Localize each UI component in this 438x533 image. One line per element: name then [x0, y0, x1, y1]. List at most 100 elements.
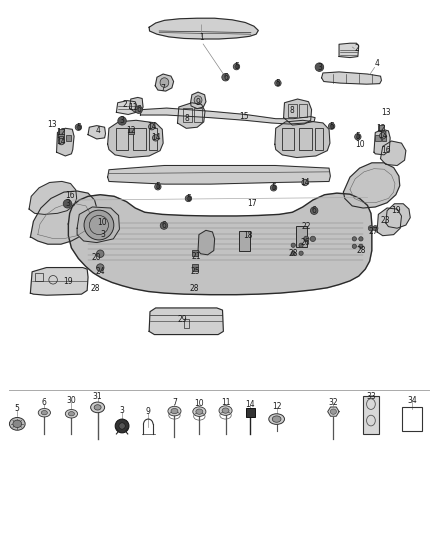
Circle shape — [359, 244, 363, 248]
Text: 6: 6 — [42, 398, 47, 407]
Text: 28: 28 — [91, 284, 100, 293]
Ellipse shape — [219, 406, 232, 415]
Text: 23: 23 — [381, 216, 391, 225]
Text: 28: 28 — [189, 284, 199, 293]
Text: 14: 14 — [300, 178, 310, 187]
Ellipse shape — [13, 420, 21, 427]
Ellipse shape — [194, 96, 202, 104]
Circle shape — [328, 123, 335, 130]
Circle shape — [276, 82, 279, 85]
Polygon shape — [191, 92, 206, 109]
Polygon shape — [29, 181, 77, 214]
Polygon shape — [68, 193, 372, 295]
Circle shape — [373, 225, 378, 231]
Text: 14: 14 — [57, 137, 66, 146]
Text: 3: 3 — [65, 199, 70, 208]
Bar — [402, 407, 422, 431]
Text: 14: 14 — [151, 133, 160, 142]
Polygon shape — [343, 163, 400, 208]
Bar — [128, 128, 134, 134]
Circle shape — [368, 225, 374, 231]
Bar — [192, 250, 198, 256]
Circle shape — [160, 222, 168, 229]
Circle shape — [299, 243, 303, 247]
Circle shape — [77, 126, 80, 129]
Ellipse shape — [272, 416, 281, 422]
Bar — [299, 128, 311, 150]
Text: 28: 28 — [356, 246, 366, 255]
Text: 5: 5 — [234, 62, 239, 71]
Circle shape — [272, 186, 275, 189]
Text: 5: 5 — [155, 182, 160, 191]
Circle shape — [63, 199, 72, 208]
Circle shape — [235, 65, 238, 68]
Ellipse shape — [269, 414, 285, 424]
Circle shape — [96, 264, 104, 271]
Bar — [149, 128, 156, 150]
Ellipse shape — [222, 408, 229, 413]
Text: 5: 5 — [276, 78, 280, 87]
Circle shape — [148, 124, 155, 130]
Bar — [382, 135, 386, 141]
Circle shape — [359, 237, 363, 241]
Text: 19: 19 — [391, 206, 401, 215]
Bar — [183, 108, 192, 122]
Text: 5: 5 — [15, 405, 20, 414]
Circle shape — [96, 250, 104, 257]
Circle shape — [302, 179, 308, 185]
Ellipse shape — [168, 406, 181, 416]
Circle shape — [311, 207, 318, 214]
Polygon shape — [141, 108, 315, 124]
Text: 12: 12 — [272, 402, 281, 411]
Text: 5: 5 — [186, 194, 191, 203]
Polygon shape — [130, 98, 143, 112]
Text: 34: 34 — [407, 396, 417, 405]
Text: 12: 12 — [377, 124, 386, 133]
Text: 18: 18 — [243, 231, 253, 240]
Ellipse shape — [10, 417, 25, 430]
Bar — [239, 231, 250, 251]
Ellipse shape — [171, 408, 178, 414]
Text: 13: 13 — [47, 119, 57, 128]
Circle shape — [299, 251, 303, 255]
Polygon shape — [30, 268, 88, 295]
Circle shape — [380, 133, 386, 139]
Text: 6: 6 — [136, 105, 141, 114]
Circle shape — [291, 243, 295, 247]
Bar — [282, 128, 294, 150]
Circle shape — [304, 236, 309, 241]
Text: 9: 9 — [196, 98, 201, 107]
Text: 26: 26 — [300, 238, 310, 247]
Text: 5: 5 — [329, 122, 334, 131]
Circle shape — [152, 135, 159, 141]
Text: 9: 9 — [146, 407, 151, 416]
Bar — [299, 104, 307, 117]
Text: 31: 31 — [93, 392, 102, 401]
Text: 15: 15 — [240, 112, 249, 121]
Polygon shape — [117, 101, 137, 115]
Polygon shape — [177, 103, 205, 128]
Circle shape — [187, 197, 190, 200]
Ellipse shape — [41, 410, 47, 415]
Circle shape — [185, 195, 192, 201]
Bar — [194, 108, 202, 122]
Text: 10: 10 — [355, 140, 364, 149]
Text: 1: 1 — [199, 34, 204, 43]
Text: 16: 16 — [381, 146, 391, 155]
Text: 7: 7 — [161, 84, 166, 93]
Text: 5: 5 — [355, 132, 360, 141]
Circle shape — [84, 210, 114, 240]
Text: 24: 24 — [95, 268, 105, 276]
Text: 30: 30 — [67, 396, 76, 405]
Ellipse shape — [196, 409, 203, 414]
Polygon shape — [57, 128, 74, 156]
Bar — [296, 226, 307, 247]
Text: 32: 32 — [328, 398, 338, 407]
Polygon shape — [108, 120, 163, 158]
Circle shape — [315, 63, 324, 71]
Polygon shape — [328, 407, 339, 416]
Text: 21: 21 — [191, 253, 201, 261]
Text: 19: 19 — [64, 277, 73, 286]
Bar — [58, 130, 64, 136]
Text: 13: 13 — [381, 108, 391, 117]
